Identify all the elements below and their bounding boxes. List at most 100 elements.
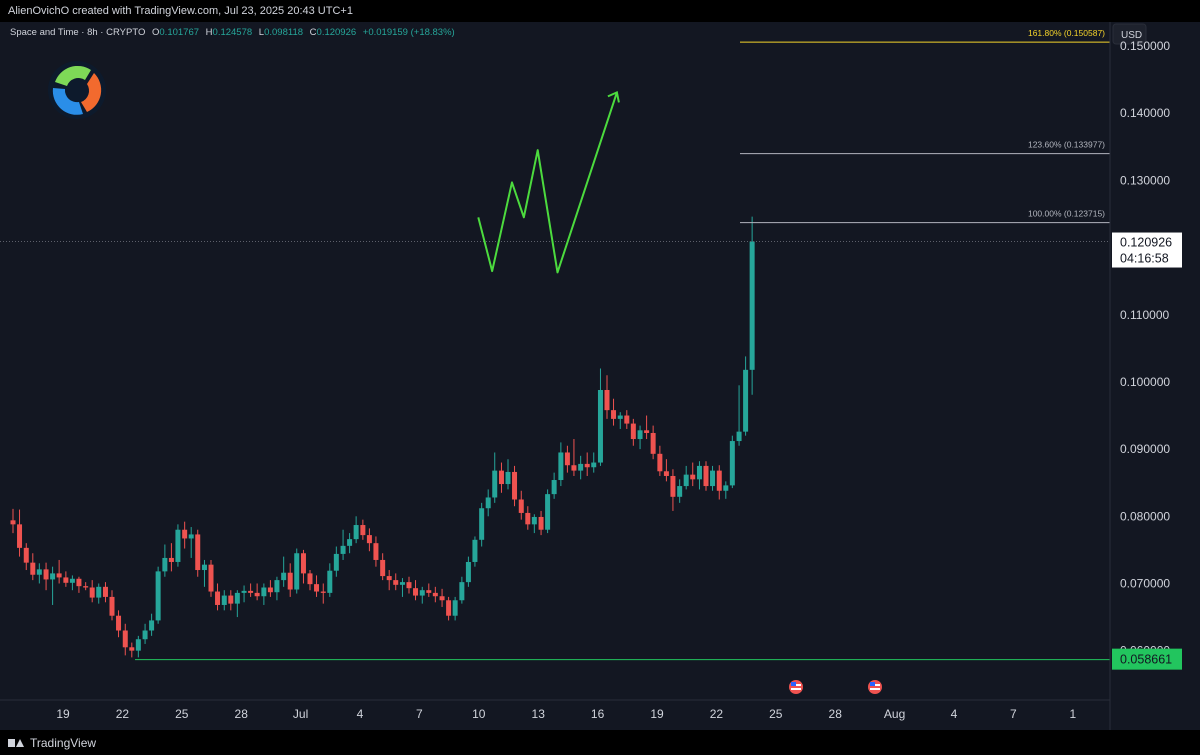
candle-body <box>479 508 485 540</box>
us-flag-event-icon[interactable] <box>789 680 803 694</box>
candle <box>102 582 108 603</box>
candle <box>538 510 544 536</box>
candle <box>30 553 36 581</box>
legend-high-label: H <box>206 27 213 38</box>
candle <box>228 590 234 611</box>
candle <box>545 489 551 534</box>
candle-body <box>399 582 405 585</box>
footer-brand: TradingView <box>30 735 97 750</box>
time-tick-label: 13 <box>532 707 546 721</box>
candle-body <box>10 520 16 525</box>
candle <box>584 452 590 476</box>
candle-body <box>624 415 630 424</box>
legend-close-label: C <box>310 27 317 38</box>
candle-body <box>340 545 346 554</box>
projection-path[interactable] <box>477 92 618 274</box>
candle-body <box>135 639 141 651</box>
candle-body <box>386 576 392 581</box>
candle <box>149 613 155 636</box>
candle-body <box>201 564 207 571</box>
candle-body <box>604 389 610 411</box>
candle-body <box>393 580 399 585</box>
candle-body <box>314 584 320 592</box>
currency-label-box[interactable] <box>1112 23 1147 45</box>
candle-body <box>83 586 89 588</box>
candle-body <box>716 470 722 491</box>
price-axis[interactable]: USD 0.1500000.1400000.1300000.1200000.11… <box>1109 22 1200 730</box>
candle-body <box>597 389 603 463</box>
candle <box>446 596 452 621</box>
candle-body <box>749 241 755 370</box>
candle <box>426 583 432 597</box>
candle-body <box>69 578 75 583</box>
symbol-logo-icon <box>48 61 106 119</box>
candle-body <box>215 591 221 605</box>
candle-body <box>406 582 412 589</box>
time-axis[interactable]: 19 22 25 28 Jul 4 7 10 13 16 19 22 25 28 Aug 4 7 1 <box>0 699 1110 721</box>
candle-body <box>254 592 260 597</box>
candle <box>36 563 42 584</box>
candle <box>307 570 313 591</box>
candle-body <box>459 582 465 601</box>
candle <box>650 425 656 460</box>
candle <box>135 635 141 658</box>
chart-area[interactable]: 161.80% (0.150587)123.60% (0.133977)100.… <box>0 22 1200 730</box>
candle <box>142 623 148 644</box>
candle-body <box>637 430 643 440</box>
legend-low-label: L <box>259 27 264 38</box>
candle <box>23 543 29 571</box>
currency-label: USD <box>1121 30 1142 41</box>
candle-body <box>261 587 267 597</box>
candle <box>683 465 689 490</box>
price-tick-label: 0.100000 <box>1120 375 1170 389</box>
candle <box>320 583 326 604</box>
candle <box>380 553 386 581</box>
time-tick-label: Jul <box>293 707 308 721</box>
candle <box>505 459 511 490</box>
candle <box>241 585 247 603</box>
us-flag-event-icon[interactable] <box>868 680 882 694</box>
candle <box>597 368 603 466</box>
candle <box>690 462 696 487</box>
candle <box>703 461 709 491</box>
candle <box>591 452 597 473</box>
candle-body <box>512 471 518 500</box>
candle <box>109 590 115 621</box>
candle-body <box>122 630 128 648</box>
candle-body <box>116 615 122 631</box>
candle <box>492 452 498 503</box>
candle <box>657 445 663 476</box>
candle <box>479 502 485 547</box>
candle-body <box>446 600 452 616</box>
price-ticks: 0.1500000.1400000.1300000.1200000.110000… <box>1112 39 1182 670</box>
price-tick-label: 0.110000 <box>1120 308 1169 322</box>
candle <box>611 398 617 426</box>
candle-body <box>644 430 650 433</box>
candle <box>637 425 643 450</box>
candle <box>696 461 702 490</box>
candle-body <box>23 547 29 563</box>
candle-body <box>234 592 240 604</box>
candle <box>182 521 188 549</box>
candle-body <box>241 590 247 593</box>
candle <box>518 490 524 520</box>
time-tick-label: 28 <box>829 707 843 721</box>
candle <box>314 575 320 597</box>
candle-body <box>155 571 161 621</box>
fib-level-label: 161.80% (0.150587) <box>1028 28 1105 38</box>
candle <box>300 549 306 584</box>
candle <box>195 529 201 577</box>
candle-body <box>696 465 702 480</box>
candle <box>50 566 56 605</box>
candle-body <box>36 569 42 575</box>
candle-body <box>413 588 419 596</box>
candle <box>76 576 82 593</box>
candle <box>254 583 260 601</box>
candle <box>413 580 419 601</box>
candle <box>531 514 537 534</box>
candle-body <box>419 590 425 596</box>
candle-body <box>221 595 227 605</box>
candle <box>83 582 89 591</box>
candle-body <box>485 497 491 509</box>
time-tick-label: 4 <box>357 707 364 721</box>
